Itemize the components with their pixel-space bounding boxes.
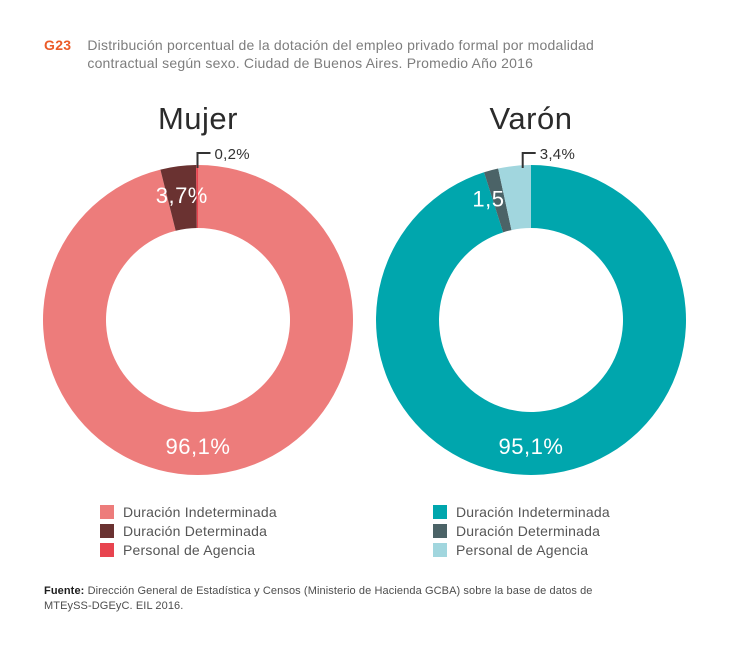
donut-segment	[196, 164, 198, 229]
legend-swatch-duracion-indeterminada	[100, 505, 114, 519]
callout-line	[521, 152, 536, 168]
legend-item: Personal de Agencia	[433, 543, 610, 557]
chart-varon: Varón 95,1% 1,5% 3,4% Duración Indetermina…	[363, 95, 699, 570]
legend-label: Duración Indeterminada	[123, 504, 277, 520]
legend-swatch-personal-de-agencia	[100, 543, 114, 557]
slice-value-label: 96,1%	[166, 434, 231, 459]
chart-title-mujer: Mujer	[157, 101, 238, 136]
figure-source: Fuente: Dirección General de Estadística…	[44, 584, 636, 614]
callout-value-label: 0,2%	[215, 146, 250, 163]
donut-chart-varon: 95,1%1,5%3,4%	[376, 146, 687, 476]
donut-segment	[43, 165, 354, 476]
donut-segment	[484, 168, 512, 233]
figure-title-line2: contractual según sexo. Ciudad de Buenos…	[87, 55, 534, 71]
legend-item: Duración Determinada	[100, 524, 277, 538]
legend-swatch-duracion-determinada	[100, 524, 114, 538]
legend-item: Personal de Agencia	[100, 543, 277, 557]
legend-label: Personal de Agencia	[456, 542, 589, 558]
legend-item: Duración Indeterminada	[100, 505, 277, 519]
legend-label: Personal de Agencia	[123, 542, 256, 558]
legend-varon: Duración Indeterminada Duración Determin…	[433, 505, 610, 562]
donut-segment	[376, 165, 687, 476]
source-text: Dirección General de Estadística y Censo…	[44, 585, 593, 612]
legend-swatch-duracion-indeterminada	[433, 505, 447, 519]
slice-value-label: 3,7%	[156, 183, 208, 208]
donut-chart-mujer: 96,1% 3,7% 0,2%	[43, 146, 354, 476]
legend-label: Duración Determinada	[456, 523, 601, 539]
legend-mujer: Duración Indeterminada Duración Determin…	[100, 505, 277, 562]
legend-item: Duración Indeterminada	[433, 505, 610, 519]
callout-value-label: 3,4%	[540, 146, 575, 163]
legend-swatch-personal-de-agencia	[433, 543, 447, 557]
callout-line	[196, 152, 211, 168]
chart-title-varon: Varón	[489, 101, 573, 136]
legend-label: Duración Indeterminada	[456, 504, 610, 520]
donut-segment	[498, 165, 531, 231]
figure-title: Distribución porcentual de la dotación d…	[87, 36, 594, 72]
legend-swatch-duracion-determinada	[433, 524, 447, 538]
donut-segment	[160, 165, 197, 231]
figure-title-line1: Distribución porcentual de la dotación d…	[87, 37, 595, 53]
slice-value-label: 95,1%	[499, 434, 564, 459]
figure-header: G23 Distribución porcentual de la dotaci…	[44, 36, 594, 72]
legend-item: Duración Determinada	[433, 524, 610, 538]
legend-label: Duración Determinada	[123, 523, 268, 539]
chart-mujer: Mujer 96,1% 3,7% 0,2% Duración Indetermina…	[30, 95, 366, 570]
figure-number: G23	[44, 37, 72, 53]
source-label: Fuente:	[44, 585, 85, 597]
